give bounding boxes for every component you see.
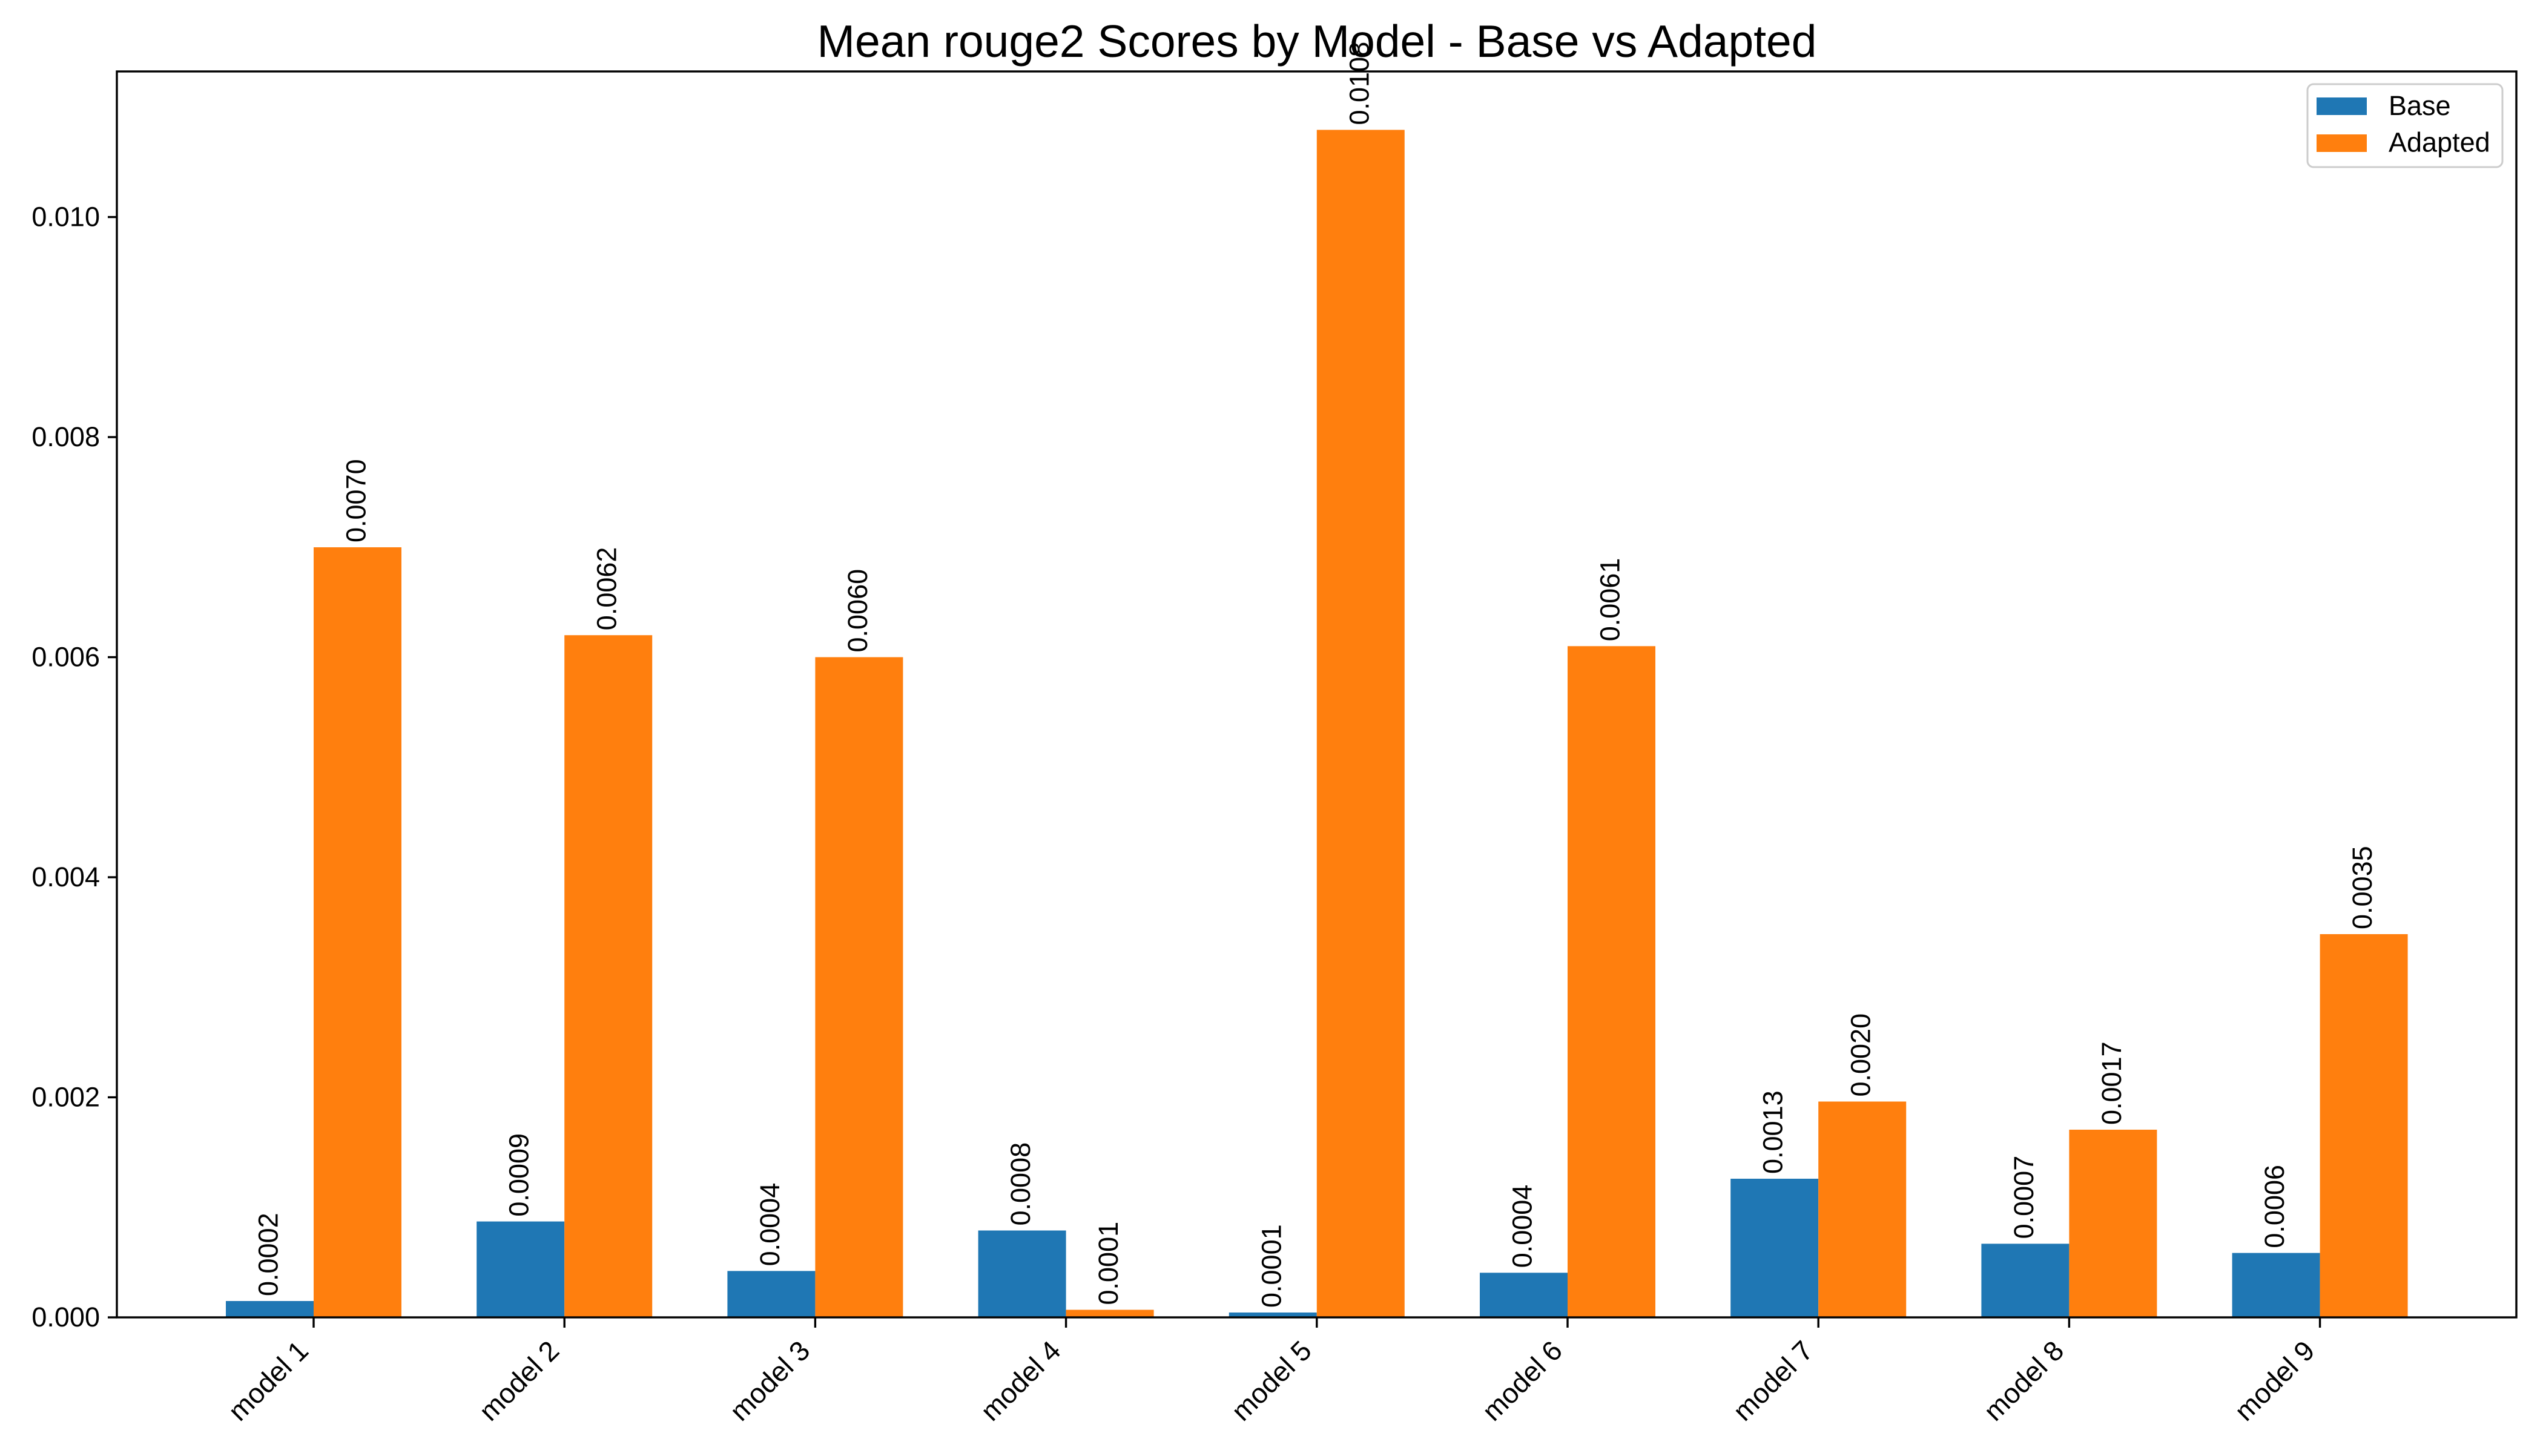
- svg-text:0.0006: 0.0006: [2259, 1165, 2290, 1248]
- svg-text:0.0017: 0.0017: [2096, 1041, 2127, 1125]
- svg-text:0.0070: 0.0070: [341, 459, 372, 542]
- svg-text:0.0004: 0.0004: [1507, 1185, 1538, 1268]
- svg-text:0.0002: 0.0002: [253, 1213, 284, 1296]
- svg-text:0.0001: 0.0001: [1093, 1222, 1124, 1305]
- svg-text:0.0060: 0.0060: [842, 569, 873, 653]
- svg-text:0.010: 0.010: [31, 202, 100, 232]
- svg-text:Base: Base: [2389, 90, 2451, 121]
- svg-text:0.0004: 0.0004: [754, 1183, 785, 1267]
- svg-text:0.0062: 0.0062: [592, 547, 622, 631]
- svg-text:0.0007: 0.0007: [2008, 1156, 2039, 1239]
- svg-text:0.0013: 0.0013: [1758, 1090, 1789, 1174]
- svg-text:0.0020: 0.0020: [1845, 1013, 1876, 1097]
- svg-text:0.006: 0.006: [31, 642, 100, 673]
- svg-text:0.008: 0.008: [31, 421, 100, 452]
- svg-text:0.0009: 0.0009: [504, 1133, 535, 1217]
- svg-text:0.002: 0.002: [31, 1082, 100, 1113]
- svg-text:0.004: 0.004: [31, 861, 100, 892]
- svg-text:0.0008: 0.0008: [1005, 1142, 1036, 1226]
- svg-text:0.0108: 0.0108: [1344, 42, 1374, 125]
- svg-text:0.0035: 0.0035: [2347, 846, 2378, 929]
- svg-text:0.0061: 0.0061: [1595, 558, 1626, 642]
- svg-text:Mean rouge2 Scores by Model -: Mean rouge2 Scores by Model - Base vs Ad…: [817, 16, 1817, 67]
- svg-text:0.0001: 0.0001: [1256, 1224, 1287, 1308]
- svg-text:Adapted: Adapted: [2389, 127, 2490, 158]
- svg-text:0.000: 0.000: [31, 1302, 100, 1332]
